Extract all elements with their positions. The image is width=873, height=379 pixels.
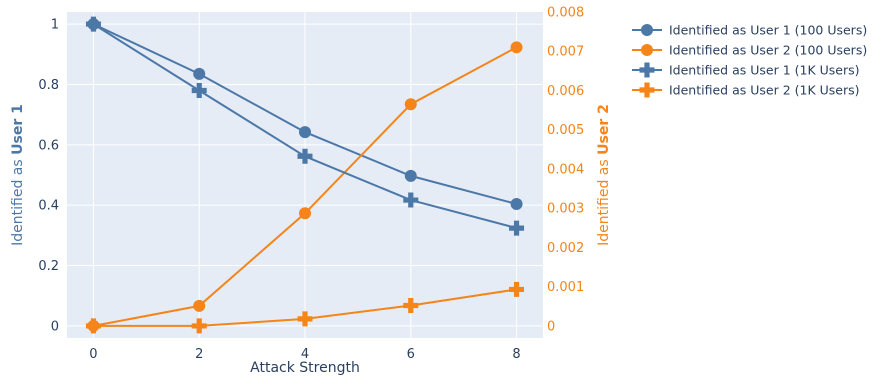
y-left-tick-label: 0 (51, 319, 59, 334)
legend-label: Identified as User 2 (100 Users) (669, 43, 867, 58)
y-left-tick-label: 1 (51, 18, 59, 33)
series-1-point (193, 67, 206, 80)
axes-layer: 0 2 4 6 8 0 0.2 0.4 0.6 0.8 1 0 0.001 0.002 0.003 0.004… (38, 6, 584, 363)
y-right-tick-label: 0.004 (547, 162, 584, 177)
series-3-point (191, 82, 207, 98)
y-axis-right-title: Identified as User 2 (596, 104, 612, 246)
legend-marker (641, 44, 653, 56)
x-tick-label: 6 (407, 347, 415, 362)
series-1-point (299, 126, 311, 139)
series-3-point (403, 192, 419, 208)
y-axis-left-title: Identified as User 1 (10, 104, 26, 246)
x-tick-label: 8 (512, 347, 520, 362)
y-right-tick-label: 0.003 (547, 202, 584, 217)
series-1-point (404, 169, 417, 182)
series-4-point (85, 318, 101, 334)
legend-label: Identified as User 1 (100 Users) (669, 23, 867, 38)
legend[interactable]: Identified as User 1 (100 Users) Identifi… (632, 23, 867, 98)
legend-item[interactable]: Identified as User 1 (1K Users) (632, 62, 860, 78)
series-2-point (299, 207, 311, 220)
grid-lines (67, 12, 543, 338)
y-right-tick-label: 0 (547, 319, 555, 334)
series-4-point (297, 311, 313, 327)
x-tick-label: 0 (89, 347, 97, 362)
series-4-point (191, 318, 207, 334)
series-layer (85, 16, 525, 334)
legend-marker (639, 62, 655, 78)
series-4-point (403, 298, 419, 314)
series-4-point (509, 281, 525, 297)
legend-item[interactable]: Identified as User 2 (1K Users) (632, 82, 860, 98)
legend-label: Identified as User 1 (1K Users) (669, 63, 860, 78)
legend-item[interactable]: Identified as User 1 (100 Users) (632, 23, 867, 38)
series-3-point (297, 148, 313, 164)
x-tick-label: 4 (301, 347, 309, 362)
series-1-point (510, 197, 523, 210)
series-3-point (509, 220, 525, 236)
y-right-tick-label: 0.001 (547, 280, 584, 295)
series-2-point (404, 98, 417, 111)
x-tick-label: 2 (195, 347, 203, 362)
y-left-tick-label: 0.6 (38, 138, 59, 153)
legend-item[interactable]: Identified as User 2 (100 Users) (632, 43, 867, 58)
y-right-tick-label: 0.007 (547, 45, 584, 60)
series-2-point (193, 299, 206, 312)
legend-label: Identified as User 2 (1K Users) (669, 83, 860, 98)
series-2-point (510, 41, 523, 54)
y-axis-right-title-bold: User 2 (596, 104, 612, 155)
legend-marker (641, 24, 653, 36)
y-right-tick-label: 0.002 (547, 241, 584, 256)
y-left-tick-label: 0.2 (38, 259, 59, 274)
y-axis-left-title-prefix: Identified as (10, 155, 26, 246)
y-left-tick-label: 0.8 (38, 78, 59, 93)
x-axis-title: Attack Strength (250, 360, 360, 375)
series-3-point (85, 16, 101, 32)
y-axis-right-title-prefix: Identified as (596, 155, 612, 246)
y-left-tick-label: 0.4 (38, 199, 59, 214)
legend-marker (639, 82, 655, 98)
y-right-tick-label: 0.005 (547, 123, 584, 138)
y-right-tick-label: 0.008 (547, 6, 584, 21)
y-right-tick-label: 0.006 (547, 84, 584, 99)
y-axis-left-title-bold: User 1 (10, 104, 26, 155)
